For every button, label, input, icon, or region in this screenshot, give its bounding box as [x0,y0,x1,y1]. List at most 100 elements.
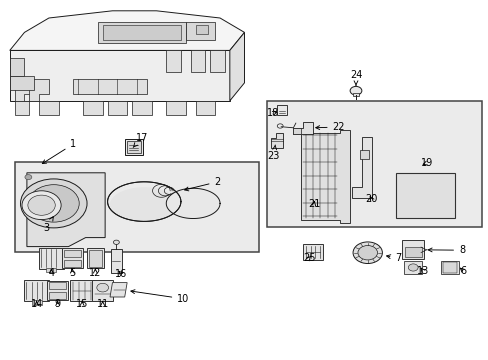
Bar [266,101,481,227]
Bar [422,204,427,214]
Bar [98,22,185,43]
Circle shape [357,246,377,260]
Polygon shape [300,130,349,223]
Bar [127,141,141,153]
Bar [440,261,458,274]
Polygon shape [107,101,127,115]
Bar [195,25,207,34]
Text: 9: 9 [55,299,61,309]
Bar [398,178,427,202]
Polygon shape [351,137,371,198]
Bar [89,250,102,266]
Polygon shape [195,101,215,115]
Text: 12: 12 [89,268,102,278]
Circle shape [407,264,417,271]
Bar [124,139,143,155]
Bar [395,173,454,218]
Polygon shape [293,122,312,134]
Text: 6: 6 [460,266,466,276]
Text: 3: 3 [43,217,53,233]
Polygon shape [39,101,59,115]
Text: 8: 8 [427,245,464,255]
Bar [39,248,64,269]
Text: 2: 2 [184,177,220,191]
Text: 17: 17 [133,132,148,147]
Circle shape [352,242,382,264]
Bar [64,260,81,266]
Polygon shape [10,58,24,76]
Polygon shape [190,50,205,72]
Bar [410,204,415,214]
Bar [352,93,358,96]
Text: 16: 16 [115,269,127,279]
Circle shape [97,283,108,292]
Text: 4: 4 [48,268,54,278]
Bar [46,268,56,272]
Polygon shape [229,32,244,101]
Bar [403,261,422,274]
Polygon shape [210,50,224,72]
Polygon shape [10,76,34,90]
Text: 23: 23 [267,145,280,161]
Circle shape [22,191,61,220]
Polygon shape [10,50,229,101]
Polygon shape [166,50,181,72]
Text: 14: 14 [30,299,43,309]
Text: 21: 21 [307,199,320,210]
Bar [102,25,181,40]
Polygon shape [293,128,300,134]
Text: 7: 7 [386,253,401,263]
Bar [185,22,215,40]
Polygon shape [166,188,220,219]
Bar [401,240,423,259]
Bar [398,204,403,214]
Text: 5: 5 [69,268,75,278]
Bar [15,162,259,252]
Text: 20: 20 [365,194,377,204]
Bar [49,292,66,299]
Text: 10: 10 [131,290,189,304]
Polygon shape [27,173,105,247]
Polygon shape [73,79,146,94]
Bar [442,262,456,273]
Bar [87,248,103,268]
Polygon shape [15,79,34,101]
Circle shape [28,195,55,215]
Bar [32,300,41,305]
Text: 15: 15 [76,299,88,309]
Bar [92,280,113,301]
Bar [360,150,368,159]
Bar [404,204,409,214]
Text: 24: 24 [349,69,362,85]
Circle shape [349,86,361,95]
Bar [62,248,82,268]
Text: 22: 22 [315,122,345,132]
Text: 1: 1 [42,139,76,163]
Circle shape [113,240,119,244]
Bar [111,249,122,273]
Text: 13: 13 [416,266,428,276]
Bar [70,280,94,301]
Text: 19: 19 [420,158,432,168]
Bar [404,247,421,257]
Circle shape [20,179,87,228]
Bar [277,105,286,115]
Text: 18: 18 [266,108,279,118]
Bar [47,281,68,300]
Circle shape [28,185,79,222]
Text: 25: 25 [302,253,315,263]
Polygon shape [132,101,151,115]
Text: 11: 11 [96,299,109,309]
Bar [303,244,322,260]
Bar [64,250,81,257]
Polygon shape [10,11,244,50]
Polygon shape [83,101,102,115]
Bar [49,282,66,289]
Polygon shape [110,187,178,222]
Polygon shape [110,283,127,297]
Polygon shape [29,79,49,101]
Bar [24,280,49,301]
Bar [416,204,421,214]
Polygon shape [15,101,29,115]
Polygon shape [166,101,185,115]
